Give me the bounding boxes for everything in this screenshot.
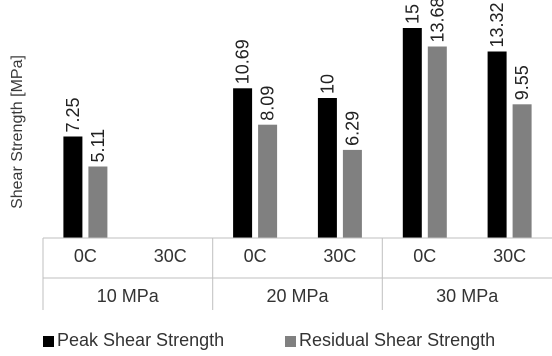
bar [427,46,447,238]
bar [233,88,253,238]
bar [512,104,532,238]
data-label: 10 [317,74,337,94]
x-tick-label: 30C [154,246,187,266]
data-label: 13.68 [427,0,447,43]
x-group-label: 20 MPa [266,286,329,306]
bar [63,136,83,238]
legend: Peak Shear Strength Residual Shear Streng… [43,330,495,350]
x-tick-label: 30C [493,246,526,266]
y-axis-title-group: Shear Strength [MPa] [9,55,26,209]
x-tick-label: 30C [323,246,356,266]
data-label: 10.69 [233,39,253,84]
legend-label: Peak Shear Strength [57,330,224,350]
legend-label: Residual Shear Strength [299,330,495,350]
data-label: 6.29 [342,111,362,146]
x-group-label: 10 MPa [97,286,160,306]
bar [487,51,507,238]
y-axis-title: Shear Strength [MPa] [9,55,26,209]
plot-area: 7.25 10.69 10 15 13.32 5.11 8.09 6.29 13.68 9.55 [63,0,532,238]
legend-swatch [43,336,54,347]
bar [317,98,337,238]
x-axis: 0C 30C 0C 30C 0C 30C 10 MPa 20 MPa 30 MPa [42,237,552,310]
data-label: 7.25 [63,97,83,132]
bar [342,149,362,238]
x-tick-label: 0C [413,246,436,266]
data-label: 15 [402,4,422,24]
bar [402,28,422,238]
x-tick-label: 0C [74,246,97,266]
data-label: 8.09 [258,86,278,121]
data-label: 5.11 [88,129,108,163]
bar [88,166,108,238]
x-tick-label: 0C [244,246,267,266]
data-label: 9.55 [512,65,532,100]
bar [258,124,278,238]
legend-swatch [285,336,296,347]
data-label: 13.32 [487,2,507,47]
x-group-label: 30 MPa [436,286,499,306]
